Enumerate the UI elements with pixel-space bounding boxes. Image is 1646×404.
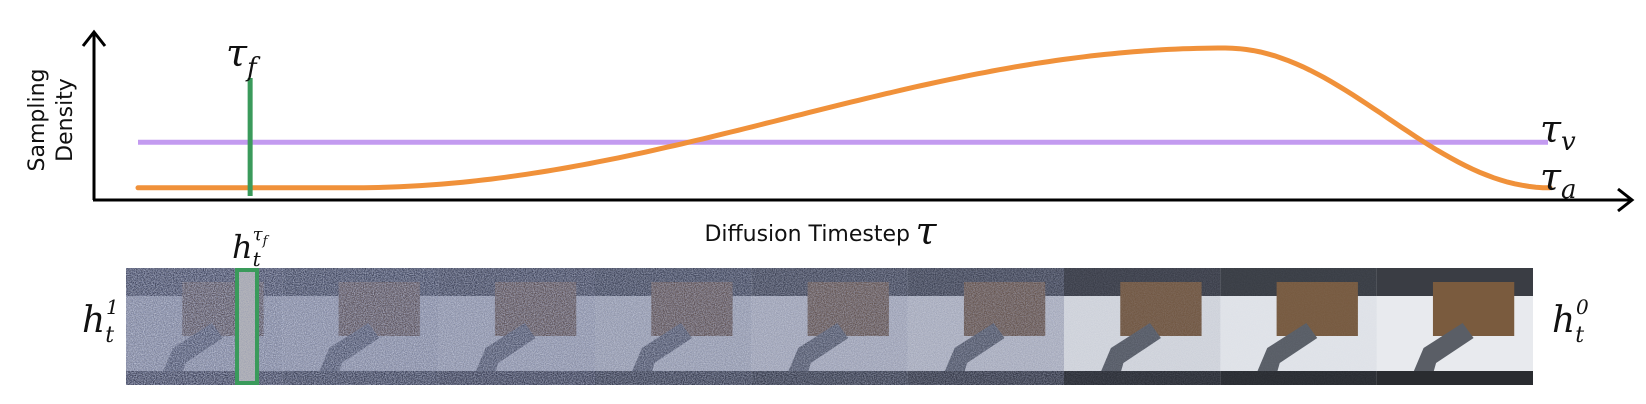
x-axis-tau-symbol: τ	[915, 209, 937, 253]
h-start-label: ht1	[82, 295, 119, 348]
y-axis-label-line2: Density	[53, 78, 78, 162]
x-axis-arrow	[1617, 187, 1635, 213]
tau-f-frame-highlight	[235, 268, 259, 385]
frame-2	[282, 268, 440, 385]
x-axis-label: Diffusion Timestep	[704, 222, 910, 247]
frame-4	[595, 268, 753, 385]
frame-1	[126, 268, 284, 385]
y-axis-label: Sampling Density	[25, 69, 78, 172]
tau-a-label: τa	[1540, 155, 1577, 205]
frame-9	[1376, 268, 1533, 385]
h-end-label: ht0	[1552, 295, 1589, 348]
frame-6	[907, 268, 1065, 385]
frame-3	[438, 268, 596, 385]
tau-f-frame-slice-noise	[239, 272, 255, 381]
frame-5	[751, 268, 909, 385]
h-tau-f-label: htτf	[232, 224, 270, 271]
axes	[81, 29, 1635, 213]
frame-strip	[126, 268, 1533, 385]
tau-a-curve	[135, 45, 1553, 191]
tau-v-label: τv	[1540, 107, 1576, 157]
tau-f-label: τf	[226, 31, 261, 83]
frame-8	[1220, 268, 1378, 385]
y-axis-arrow	[81, 29, 107, 47]
y-axis-label-line1: Sampling	[25, 69, 50, 172]
frame-7	[1064, 268, 1222, 385]
